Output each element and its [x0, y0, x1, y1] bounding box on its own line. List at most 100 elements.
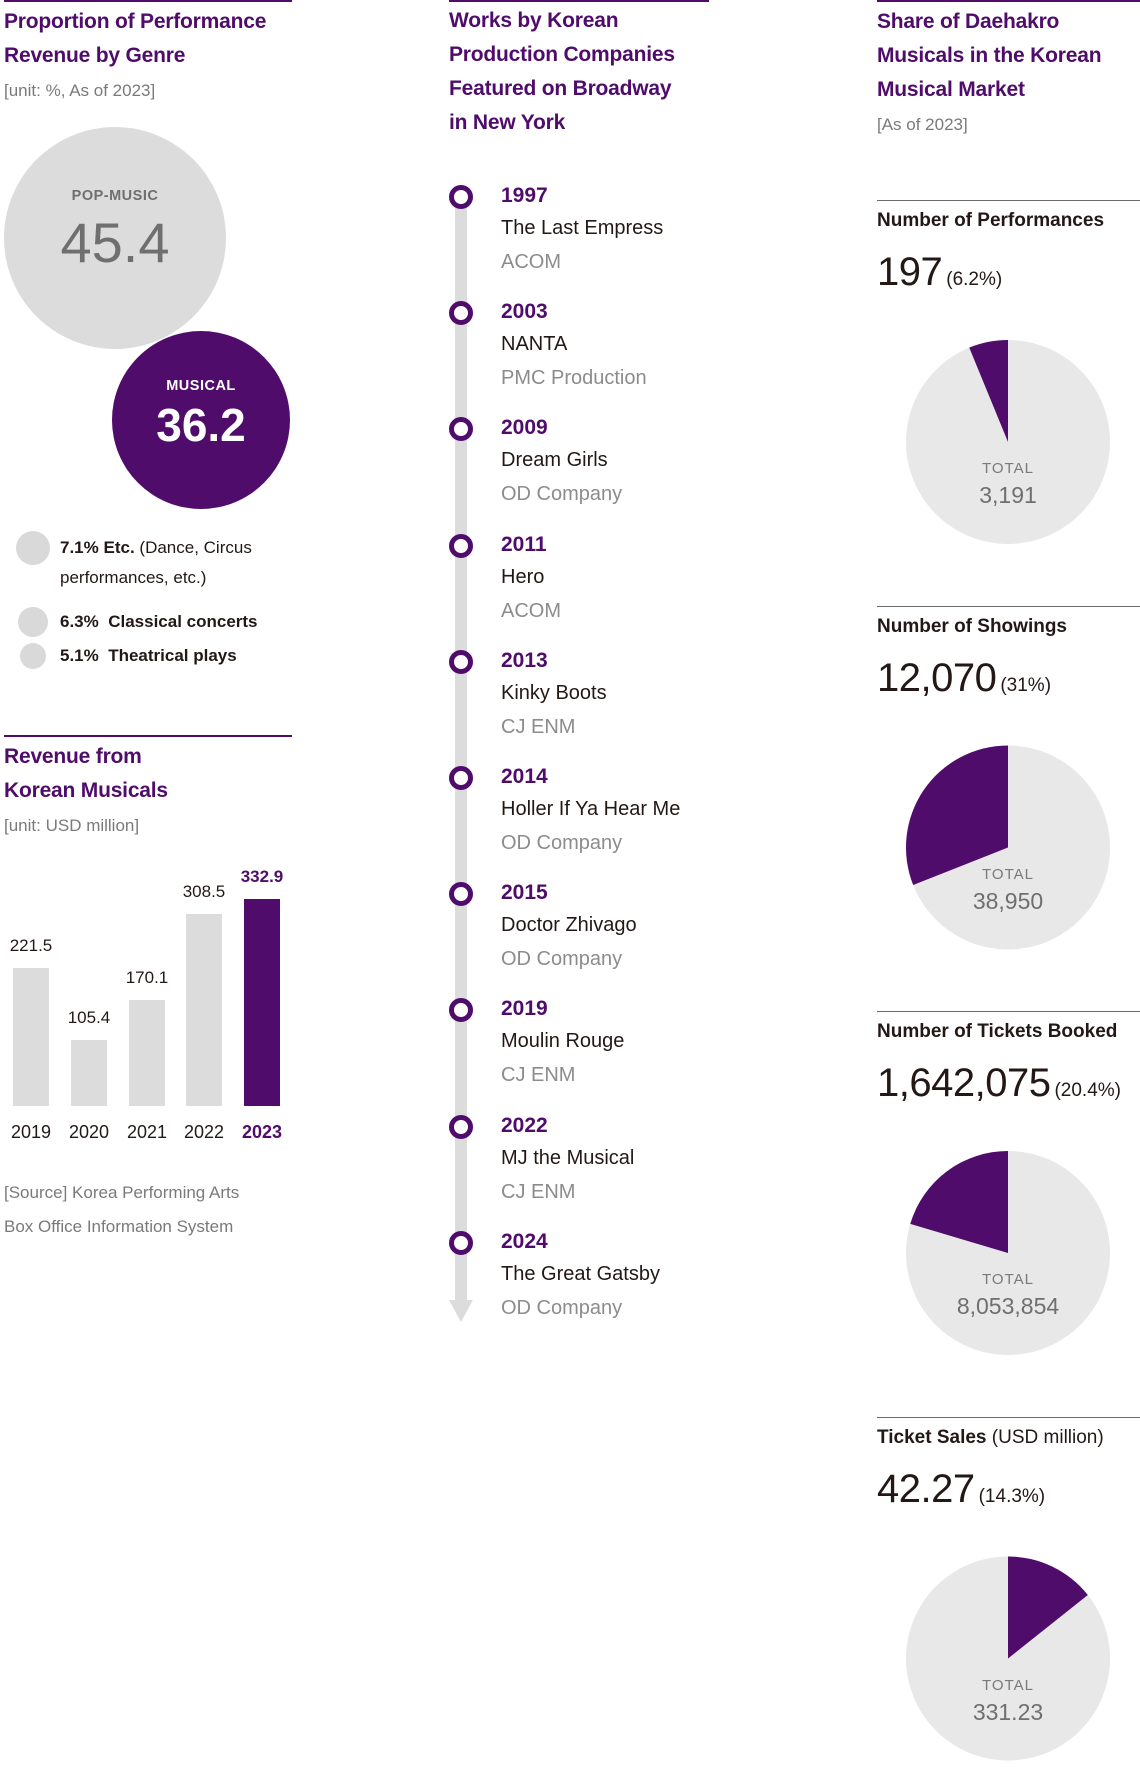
timeline-year: 2011 — [501, 532, 547, 556]
revenue-title: Revenue from Korean Musicals — [4, 740, 304, 808]
pie-total-label: TOTAL — [982, 1271, 1034, 1288]
legend-pct: 5.1% — [60, 646, 99, 665]
section-divider — [877, 605, 1140, 607]
timeline-dot-icon — [449, 882, 473, 907]
timeline-year: 1997 — [501, 184, 548, 207]
stat-title: Ticket Sales (USD million) — [877, 1427, 1104, 1449]
stat-title: Number of Tickets Booked — [877, 1021, 1117, 1043]
title-line: in New York — [449, 111, 566, 134]
timeline-year: 2019 — [501, 997, 548, 1021]
timeline-dot-icon — [449, 1114, 473, 1139]
arrow-down-icon — [449, 1300, 473, 1322]
legend-pct: 6.3% — [60, 612, 99, 631]
timeline-dot-icon — [449, 533, 473, 558]
legend-name: Etc. — [103, 538, 135, 557]
title-line: Revenue by Genre — [4, 44, 186, 67]
bubble-value: 45.4 — [60, 210, 170, 274]
title-line: Featured on Broadway — [449, 77, 672, 100]
section-divider — [877, 1011, 1140, 1012]
stat-share: (14.3%) — [978, 1485, 1046, 1507]
legend-note: performances, etc.) — [60, 568, 207, 587]
bar-value-label: 170.1 — [125, 968, 169, 988]
timeline-company: CJ ENM — [501, 715, 576, 738]
stat-value: 1,642,075 (20.4%) — [877, 1061, 1121, 1106]
timeline-company: PMC Production — [501, 367, 647, 390]
timeline-work-title: Holler If Ya Hear Me — [501, 798, 681, 820]
bubble-label: MUSICAL — [166, 378, 236, 394]
pie-total-label: TOTAL — [982, 460, 1034, 477]
x-tick-label: 2020 — [68, 1122, 110, 1142]
timeline-company: OD Company — [501, 483, 623, 506]
bar-2022 — [186, 913, 222, 1106]
title-line: Musicals in the Korean — [877, 44, 1102, 67]
bar-2023 — [244, 898, 280, 1106]
section-divider — [877, 0, 1140, 2]
legend-pct: 7.1% — [60, 538, 99, 557]
legend-item-etc: 7.1% Etc. (Dance, Circus performances, e… — [60, 533, 300, 593]
title-line: Production Companies — [449, 43, 675, 66]
timeline-company: OD Company — [501, 832, 623, 854]
x-tick-label: 2021 — [126, 1122, 168, 1142]
timeline-work-title: The Last Empress — [501, 217, 664, 239]
bubble-value: 36.2 — [156, 399, 246, 451]
timeline-track — [455, 200, 467, 1300]
bar-value-label: 105.4 — [67, 1008, 111, 1028]
x-tick-label: 2022 — [183, 1122, 225, 1142]
stat-title: Number of Showings — [877, 616, 1067, 638]
legend-dot — [20, 643, 46, 669]
stat-share: (6.2%) — [946, 269, 1003, 290]
bar-value-label: 332.9 — [240, 866, 284, 886]
pie-total-label: TOTAL — [982, 865, 1034, 883]
timeline-year: 2013 — [501, 648, 548, 672]
stat-number: 1,642,075 — [877, 1061, 1051, 1105]
section-divider — [449, 0, 709, 2]
section-divider — [4, 735, 292, 737]
legend-dot — [18, 607, 48, 637]
pie-total-value: 3,191 — [979, 482, 1037, 508]
timeline-company: CJ ENM — [501, 1064, 576, 1087]
title-line: Korean Musicals — [4, 779, 168, 802]
stat-share: (20.4%) — [1054, 1080, 1121, 1101]
pie-total-value: 8,053,854 — [956, 1293, 1060, 1319]
timeline-company: OD Company — [501, 948, 623, 971]
timeline-work-title: MJ the Musical — [501, 1146, 635, 1169]
title-line: Share of Daehakro — [877, 10, 1060, 33]
bar-2019 — [13, 968, 49, 1106]
title-line: Proportion of Performance — [4, 10, 267, 33]
title-line: Works by Korean — [449, 9, 619, 32]
stat-title-text: Number of Tickets Booked — [877, 1021, 1118, 1042]
timeline-work-title: Kinky Boots — [501, 681, 607, 704]
stat-title: Number of Performances — [877, 210, 1104, 232]
stat-title-text: Number of Showings — [877, 615, 1067, 637]
genre-unit: [unit: %, As of 2023] — [4, 81, 156, 100]
timeline-year: 2014 — [501, 765, 548, 788]
pie-total-label: TOTAL — [982, 1676, 1034, 1694]
timeline-company: ACOM — [501, 251, 561, 273]
timeline-work-title: NANTA — [501, 333, 568, 356]
timeline-year: 2022 — [501, 1113, 548, 1137]
timeline-work-title: Hero — [501, 565, 545, 588]
legend-item-classical: 6.3% Classical concerts — [60, 607, 300, 637]
section-divider — [877, 200, 1140, 201]
timeline-work-title: Dream Girls — [501, 449, 608, 472]
title-line: Revenue from — [4, 745, 142, 768]
title-line: Musical Market — [877, 78, 1025, 101]
stat-subtitle: (USD million) — [991, 1426, 1104, 1448]
timeline-company: ACOM — [501, 599, 561, 622]
timeline-work-title: The Great Gatsby — [501, 1262, 660, 1285]
x-tick-label: 2023 — [241, 1122, 283, 1142]
stat-number: 42.27 — [877, 1466, 975, 1511]
pie-total-value: 38,950 — [972, 887, 1044, 914]
x-tick-label: 2019 — [10, 1122, 52, 1142]
source-line: Box Office Information System — [4, 1217, 234, 1236]
bar-2021 — [129, 1000, 165, 1106]
pie-slice-daehakro — [1008, 1556, 1088, 1659]
legend-note: (Dance, Circus — [139, 538, 252, 557]
source-note: [Source] Korea Performing Arts Box Offic… — [4, 1176, 304, 1244]
stat-title-text: Number of Performances — [877, 210, 1105, 231]
genre-title: Proportion of Performance Revenue by Gen… — [4, 5, 304, 73]
daehakro-title: Share of Daehakro Musicals in the Korean… — [877, 5, 1140, 107]
timeline-work-title: Moulin Rouge — [501, 1030, 625, 1053]
